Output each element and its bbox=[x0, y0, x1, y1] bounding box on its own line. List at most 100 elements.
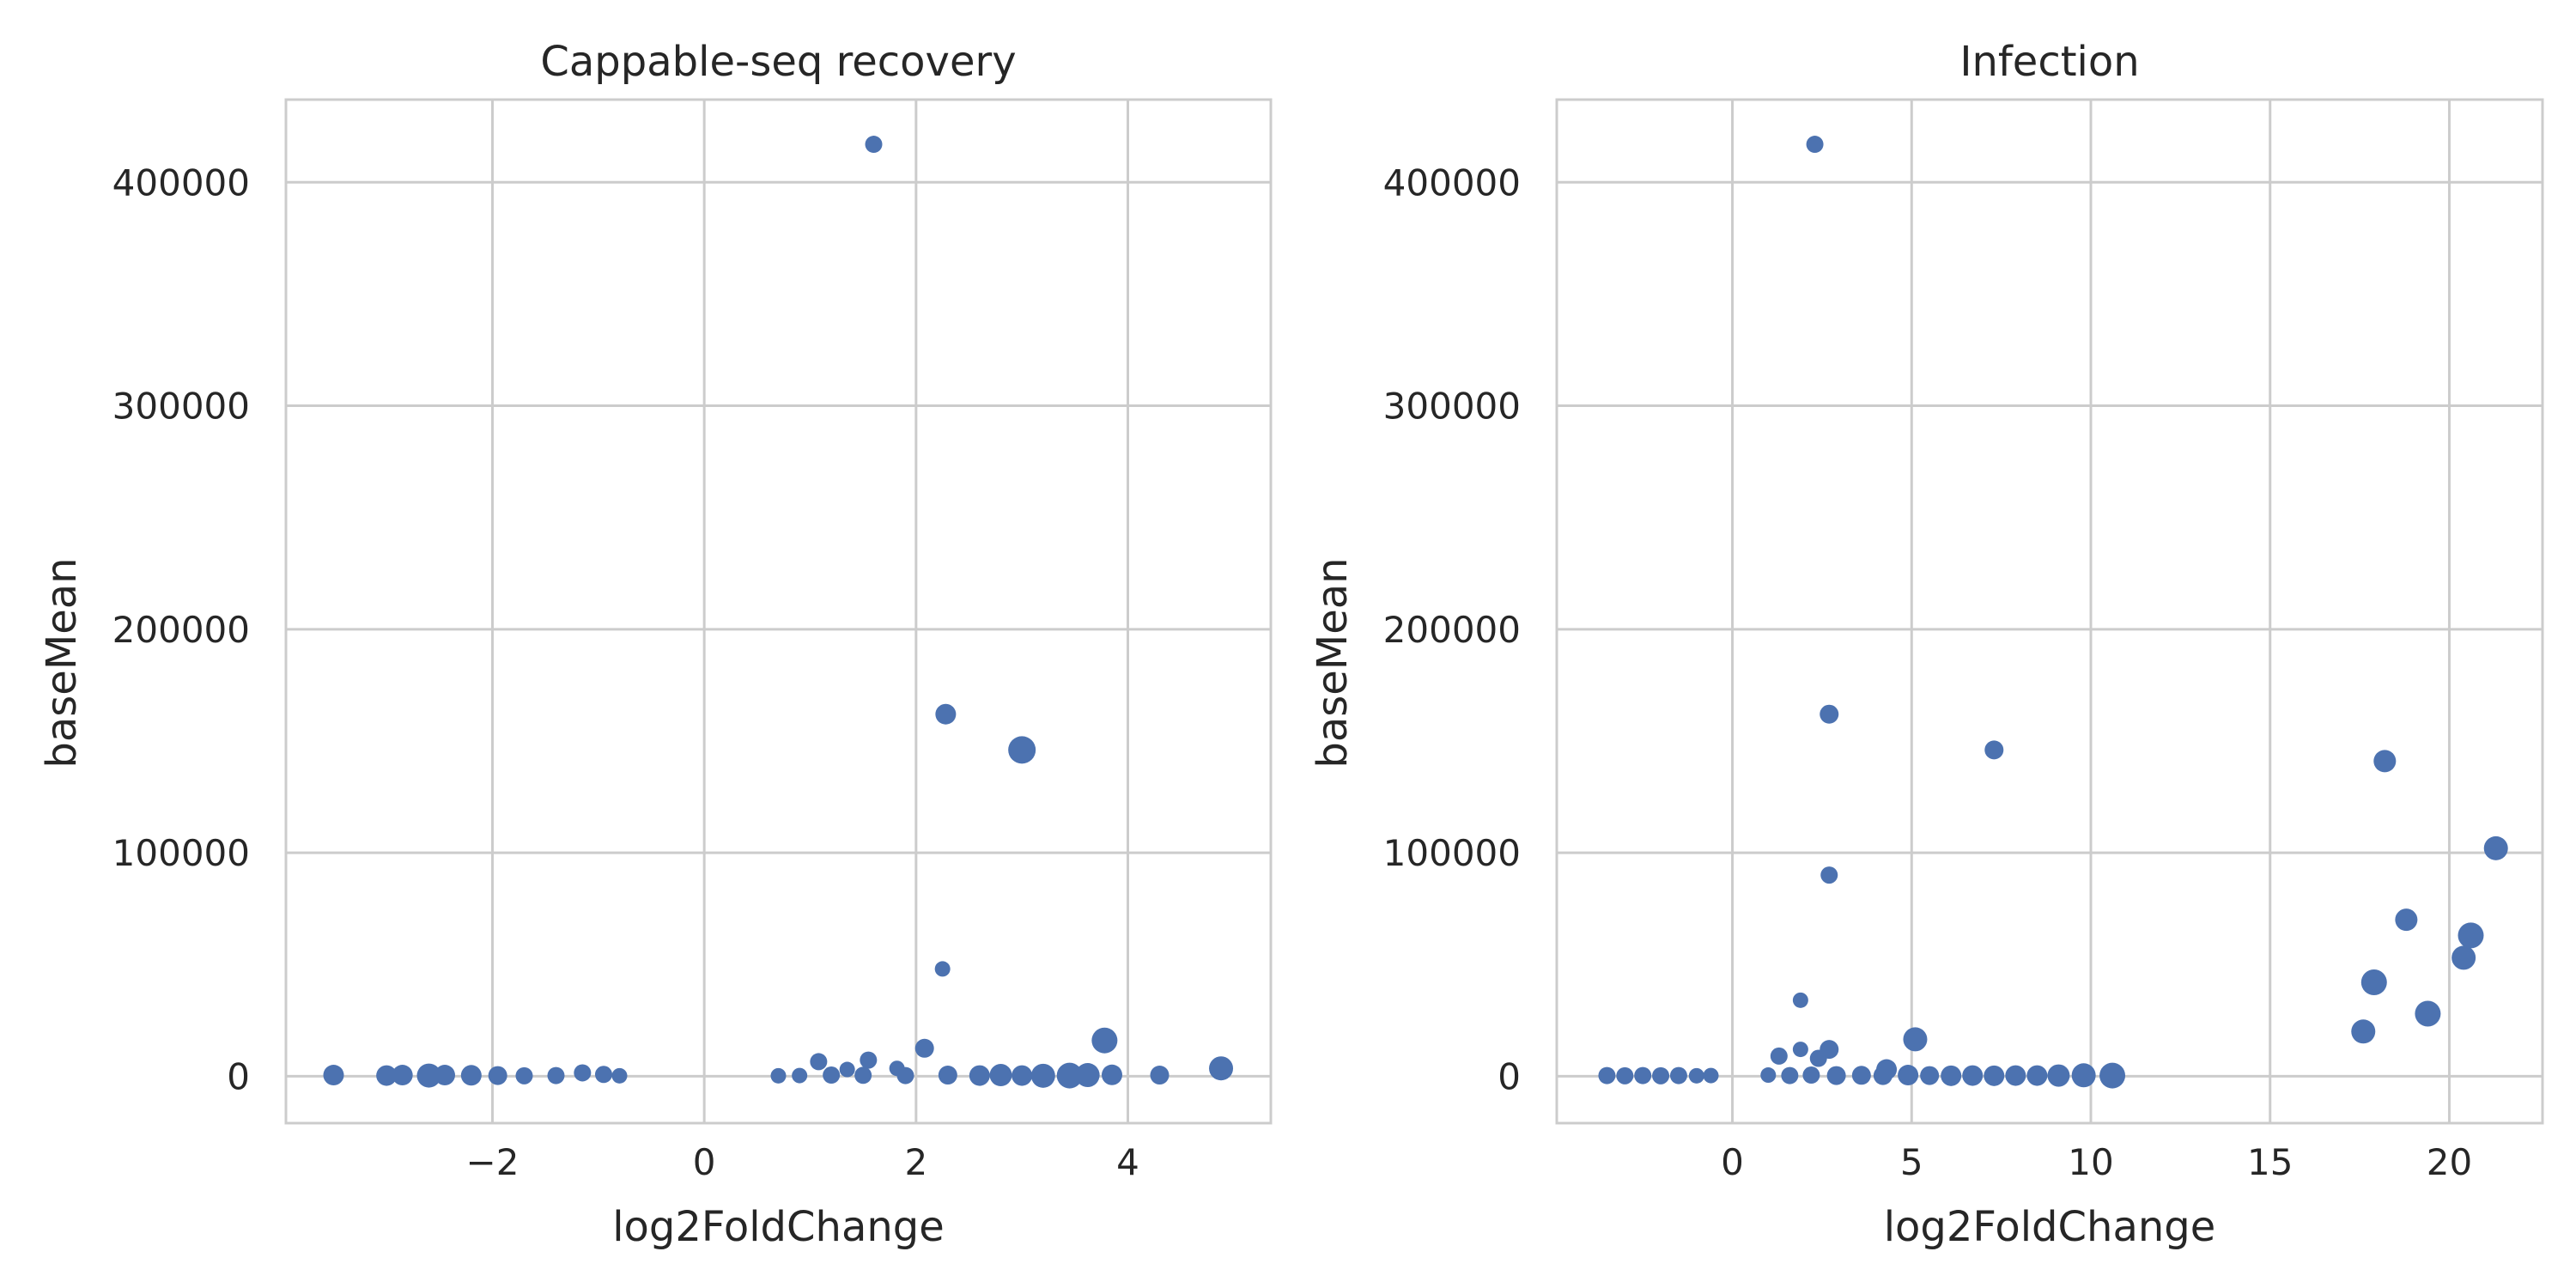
scatter-point bbox=[2005, 1065, 2026, 1086]
scatter-point bbox=[989, 1064, 1012, 1087]
scatter-point bbox=[376, 1065, 398, 1086]
scatter-point bbox=[488, 1066, 507, 1085]
scatter-point bbox=[574, 1064, 592, 1082]
grid bbox=[1557, 100, 2543, 1123]
scatter-point bbox=[1012, 1065, 1033, 1086]
y-axis-label: baseMean bbox=[1309, 557, 1357, 768]
scatter-point bbox=[2360, 969, 2387, 996]
scatter-point bbox=[823, 1066, 841, 1084]
scatter-point bbox=[434, 1065, 455, 1086]
scatter-point bbox=[1616, 1066, 1634, 1084]
plot-frame bbox=[1555, 98, 2544, 1125]
scatter-point bbox=[2373, 750, 2397, 773]
scatter-point bbox=[416, 1063, 441, 1088]
y-tick-labels: 0 100000 200000 300000 400000 bbox=[112, 161, 250, 1097]
scatter-point bbox=[1634, 1066, 1652, 1084]
scatter-point bbox=[865, 136, 883, 154]
scatter-point bbox=[1669, 1066, 1687, 1084]
scatter-point bbox=[595, 1066, 612, 1084]
x-tick-label: 15 bbox=[2247, 1141, 2293, 1183]
infection-panel: 0 5 10 15 20 0 100000 200000 300000 400000 Infec… bbox=[1309, 38, 2544, 1251]
x-tick-label: −2 bbox=[466, 1141, 519, 1183]
y-axis-label: baseMean bbox=[38, 557, 86, 768]
scatter-point bbox=[934, 961, 951, 977]
scatter-point bbox=[935, 703, 957, 725]
scatter-point bbox=[1030, 1063, 1055, 1088]
scatter-point bbox=[1008, 736, 1036, 764]
scatter-point bbox=[1770, 1047, 1788, 1065]
scatter-point bbox=[792, 1067, 808, 1084]
scatter-point bbox=[547, 1066, 565, 1084]
scatter-point bbox=[611, 1067, 628, 1084]
scatter-point bbox=[460, 1065, 482, 1086]
plot-frame bbox=[284, 98, 1273, 1125]
scatter-point bbox=[770, 1067, 787, 1084]
scatter-point bbox=[1075, 1063, 1100, 1088]
x-tick-label: 10 bbox=[2068, 1141, 2113, 1183]
y-tick-label: 100000 bbox=[112, 832, 250, 874]
scatter-point bbox=[1760, 1067, 1777, 1084]
scatter-point bbox=[1851, 1066, 1871, 1085]
scatter-point bbox=[1091, 1027, 1118, 1054]
scatter-point bbox=[2026, 1065, 2048, 1086]
y-tick-label: 300000 bbox=[112, 386, 250, 428]
scatter-point bbox=[854, 1066, 872, 1084]
scatter-point bbox=[1806, 136, 1824, 154]
scatter-point bbox=[1984, 1065, 2005, 1086]
scatter-point bbox=[1150, 1066, 1170, 1085]
scatter-point bbox=[1802, 1066, 1820, 1084]
scatter-point bbox=[1209, 1056, 1234, 1081]
scatter-point bbox=[1102, 1064, 1122, 1085]
scatter-point bbox=[2099, 1062, 2126, 1089]
x-axis-label: log2FoldChange bbox=[1884, 1203, 2216, 1251]
scatter-point bbox=[938, 1066, 957, 1085]
scatter-points bbox=[1598, 136, 2508, 1089]
scatter-point bbox=[1598, 1066, 1616, 1084]
y-tick-labels: 0 100000 200000 300000 400000 bbox=[1383, 161, 1521, 1097]
scatter-point bbox=[1652, 1066, 1670, 1084]
scatter-point bbox=[1920, 1066, 1940, 1085]
scatter-point bbox=[1898, 1065, 1919, 1086]
scatter-point bbox=[1873, 1066, 1893, 1085]
y-tick-label: 400000 bbox=[1383, 161, 1521, 204]
scatter-point bbox=[2351, 1019, 2376, 1044]
scatter-point bbox=[1781, 1066, 1799, 1084]
scatter-point bbox=[2458, 922, 2484, 949]
scatter-point bbox=[896, 1066, 914, 1084]
x-tick-labels: −2 0 2 4 bbox=[466, 1141, 1139, 1183]
scatter-point bbox=[1703, 1067, 1719, 1084]
x-tick-label: 20 bbox=[2427, 1141, 2472, 1183]
x-tick-label: 0 bbox=[693, 1141, 716, 1183]
scatter-point bbox=[810, 1053, 828, 1071]
x-tick-label: 2 bbox=[904, 1141, 927, 1183]
y-tick-label: 200000 bbox=[112, 609, 250, 651]
scatter-point bbox=[1688, 1067, 1704, 1084]
y-tick-label: 0 bbox=[227, 1055, 250, 1097]
scatter-point bbox=[1820, 866, 1838, 884]
scatter-point bbox=[2415, 1000, 2441, 1027]
x-tick-labels: 0 5 10 15 20 bbox=[1721, 1141, 2472, 1183]
scatter-point bbox=[392, 1065, 413, 1086]
scatter-point bbox=[515, 1066, 533, 1084]
scatter-point bbox=[2395, 908, 2418, 932]
scatter-point bbox=[1792, 1042, 1808, 1058]
scatter-point bbox=[1826, 1066, 1846, 1085]
y-tick-label: 400000 bbox=[112, 161, 250, 204]
scatter-point bbox=[2451, 945, 2476, 970]
scatter-point bbox=[323, 1065, 344, 1086]
scatter-point bbox=[1941, 1065, 1962, 1086]
scatter-point bbox=[1903, 1027, 1928, 1052]
chart-title: Infection bbox=[1959, 38, 2139, 86]
x-axis-label: log2FoldChange bbox=[612, 1203, 945, 1251]
scatter-point bbox=[1056, 1062, 1083, 1089]
y-tick-label: 300000 bbox=[1383, 386, 1521, 428]
scatter-point bbox=[839, 1061, 855, 1078]
scatter-point bbox=[1962, 1065, 1984, 1086]
scatter-point bbox=[1792, 992, 1808, 1008]
chart-title: Cappable-seq recovery bbox=[540, 38, 1016, 86]
x-tick-label: 5 bbox=[1900, 1141, 1923, 1183]
y-tick-label: 0 bbox=[1498, 1055, 1521, 1097]
scatter-points bbox=[323, 136, 1234, 1089]
scatter-point bbox=[2483, 835, 2508, 860]
